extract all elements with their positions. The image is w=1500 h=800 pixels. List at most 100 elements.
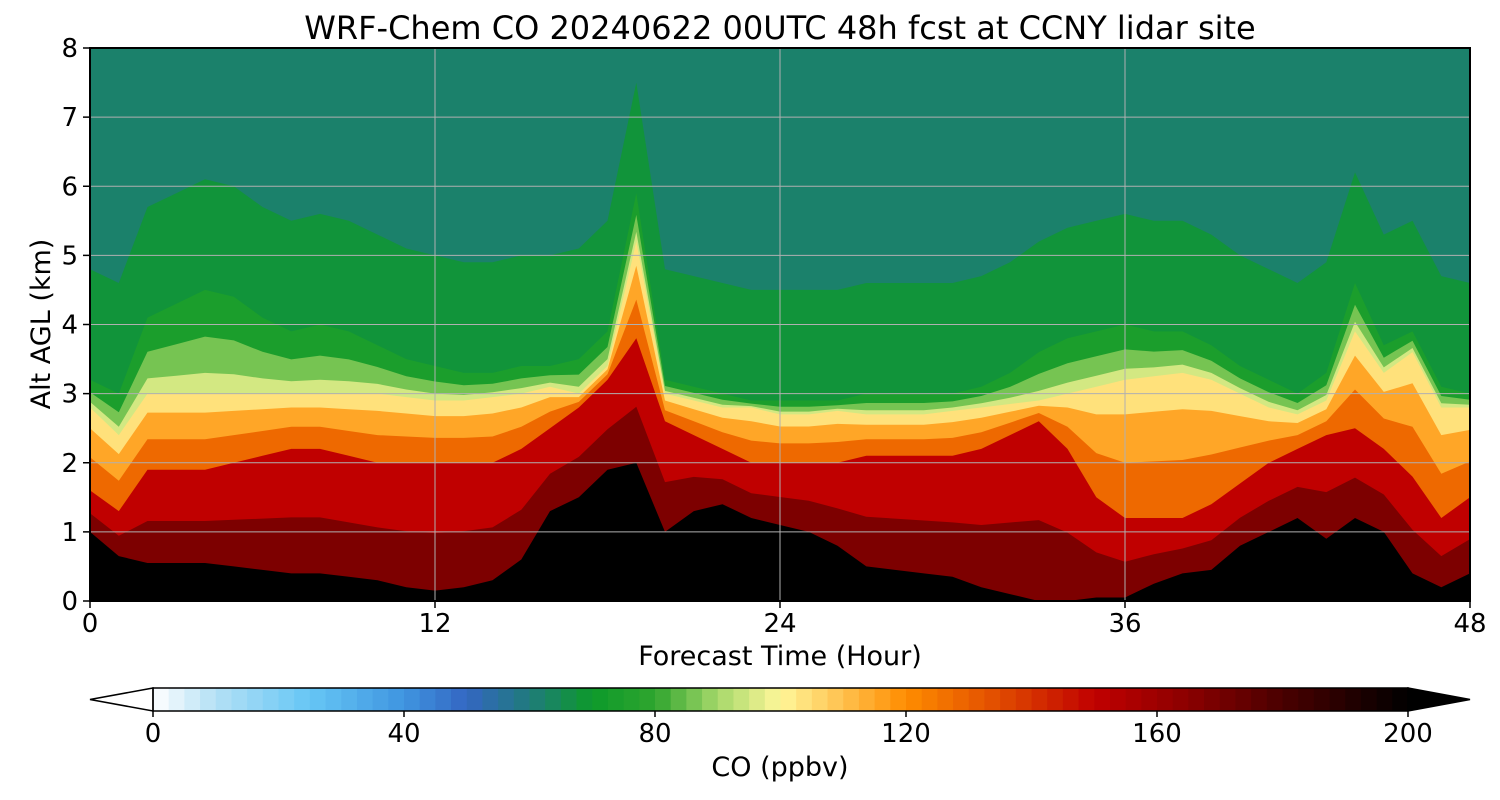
colorbar-segment — [1376, 688, 1393, 711]
colorbar-segment — [984, 688, 1001, 711]
y-tick-label: 6 — [61, 172, 78, 202]
y-tick-label: 7 — [61, 103, 78, 133]
colorbar-segment — [1282, 688, 1299, 711]
colorbar-segment — [1360, 688, 1378, 711]
colorbar-segment — [215, 688, 233, 711]
colorbar-segment — [576, 688, 593, 711]
colorbar-segment — [1188, 688, 1205, 711]
colorbar-segment — [435, 688, 452, 711]
x-tick-label: 24 — [763, 609, 796, 639]
colorbar-segment — [404, 688, 421, 711]
colorbar-segment — [466, 688, 484, 711]
colorbar-segment — [811, 688, 829, 711]
x-tick-label: 36 — [1108, 609, 1141, 639]
colorbar-segment — [1298, 688, 1315, 711]
colorbar-segment — [1125, 688, 1142, 711]
colorbar-segment — [1015, 688, 1033, 711]
colorbar-segment — [262, 688, 280, 711]
colorbar-segment — [764, 688, 782, 711]
colorbar-segment — [200, 688, 217, 711]
colorbar-segment — [874, 688, 891, 711]
colorbar-segment — [686, 688, 703, 711]
colorbar-segment — [921, 688, 938, 711]
colorbar-segment — [796, 688, 813, 711]
colorbar-segment — [356, 688, 374, 711]
x-axis: 0 12 24 36 48 — [82, 601, 1487, 639]
y-tick-label: 0 — [61, 587, 78, 617]
colorbar-segment — [1109, 688, 1127, 711]
colorbar-segment — [153, 688, 170, 711]
y-tick-label: 5 — [61, 241, 78, 271]
y-tick-label: 4 — [61, 311, 78, 341]
colorbar-segment — [247, 688, 264, 711]
colorbar-segment — [639, 688, 656, 711]
colorbar-segment — [1172, 688, 1189, 711]
colorbar-segment — [419, 688, 436, 711]
colorbar-segment — [278, 688, 295, 711]
colorbar-segment — [1313, 688, 1331, 711]
colorbar-segment — [1204, 688, 1221, 711]
colorbar-segment — [325, 688, 342, 711]
colorbar-segment — [372, 688, 389, 711]
colorbar-segment — [451, 688, 468, 711]
colorbar-segment — [1062, 688, 1080, 711]
colorbar-segment — [1345, 688, 1362, 711]
colorbar-segment — [1235, 688, 1252, 711]
colorbar-tick-label: 40 — [387, 719, 420, 749]
colorbar-segment — [168, 688, 185, 711]
colorbar-segment — [341, 688, 358, 711]
colorbar-segment — [388, 688, 405, 711]
colorbar-label: CO (ppbv) — [711, 752, 848, 783]
colorbar-segment — [309, 688, 327, 711]
colorbar-segment — [843, 688, 860, 711]
colorbar-tick-label: 120 — [881, 719, 931, 749]
colorbar-segment — [529, 688, 546, 711]
colorbar-segment — [1078, 688, 1095, 711]
colorbar-segment — [607, 688, 625, 711]
colorbar-segment — [498, 688, 515, 711]
colorbar-extend-min — [89, 687, 154, 712]
colorbar-segment — [1251, 688, 1268, 711]
y-tick-label: 1 — [61, 518, 78, 548]
colorbar-segment — [937, 688, 954, 711]
colorbar-segment — [1392, 688, 1409, 711]
colorbar-extend-max — [1407, 687, 1471, 712]
y-axis: 0 1 2 3 4 5 6 7 8 — [61, 34, 90, 617]
y-tick-label: 3 — [61, 380, 78, 410]
colorbar-segment — [560, 688, 578, 711]
colorbar-segment — [592, 688, 609, 711]
colorbar-segment — [733, 688, 750, 711]
y-tick-label: 8 — [61, 34, 78, 64]
colorbar-segment — [655, 688, 672, 711]
colorbar: 0 40 80 120 160 200 — [89, 687, 1471, 749]
colorbar-segment — [623, 688, 640, 711]
colorbar-segment — [827, 688, 844, 711]
colorbar-segment — [906, 688, 923, 711]
colorbar-segment — [231, 688, 248, 711]
colorbar-segment — [953, 688, 970, 711]
colorbar-segment — [184, 688, 201, 711]
colorbar-segment — [294, 688, 311, 711]
x-tick-label: 48 — [1453, 609, 1486, 639]
colorbar-segment — [1031, 688, 1048, 711]
x-tick-label: 12 — [418, 609, 451, 639]
colorbar-tick-label: 0 — [145, 719, 162, 749]
colorbar-segment — [1266, 688, 1284, 711]
x-axis-label: Forecast Time (Hour) — [638, 641, 922, 672]
colorbar-segment — [968, 688, 986, 711]
colorbar-tick-label: 200 — [1383, 719, 1433, 749]
colorbar-segment — [482, 688, 499, 711]
y-axis-label: Alt AGL (km) — [26, 239, 57, 410]
colorbar-segment — [780, 688, 797, 711]
colorbar-segment — [749, 688, 766, 711]
chart-title: WRF-Chem CO 20240622 00UTC 48h fcst at C… — [304, 9, 1255, 47]
colorbar-segment — [702, 688, 719, 711]
colorbar-segment — [545, 688, 562, 711]
y-tick-label: 2 — [61, 449, 78, 479]
colorbar-segment — [1329, 688, 1346, 711]
colorbar-segment — [513, 688, 531, 711]
colorbar-frame — [152, 687, 1409, 712]
colorbar-segment — [890, 688, 907, 711]
colorbar-segment — [1219, 688, 1237, 711]
